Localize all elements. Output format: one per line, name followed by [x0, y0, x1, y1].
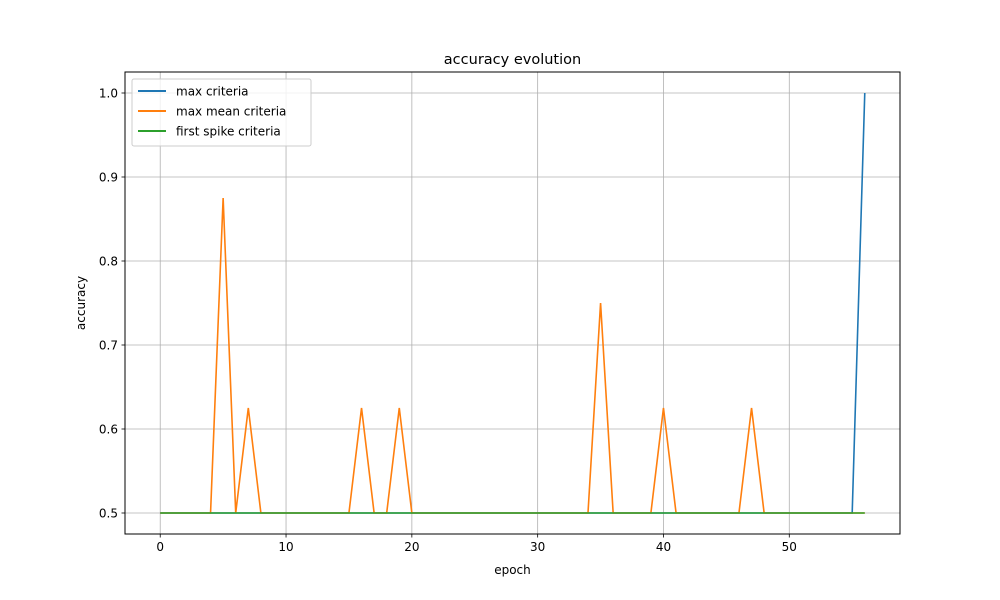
- x-axis: 0 10 20 30 40 50: [156, 534, 797, 554]
- y-tick-label: 1.0: [99, 87, 118, 101]
- y-tick-label: 0.7: [99, 339, 118, 353]
- y-axis: 0.5 0.6 0.7 0.8 0.9 1.0: [99, 87, 125, 521]
- x-tick-label: 0: [156, 540, 164, 554]
- x-tick-label: 40: [656, 540, 671, 554]
- x-tick-label: 20: [404, 540, 419, 554]
- x-axis-label: epoch: [494, 563, 531, 577]
- x-tick-label: 50: [782, 540, 797, 554]
- x-tick-label: 30: [530, 540, 545, 554]
- plot-frame: [124, 71, 901, 535]
- y-axis-label: accuracy: [74, 276, 88, 330]
- legend-label-first-spike-criteria: first spike criteria: [176, 125, 281, 139]
- y-tick-label: 0.9: [99, 171, 118, 185]
- chart-title: accuracy evolution: [444, 52, 581, 68]
- y-tick-label: 0.5: [99, 507, 118, 521]
- y-tick-label: 0.8: [99, 255, 118, 269]
- series-layer: [160, 92, 866, 514]
- legend-label-max-criteria: max criteria: [176, 85, 249, 99]
- legend-label-max-mean-criteria: max mean criteria: [176, 105, 286, 119]
- y-tick-label: 0.6: [99, 423, 118, 437]
- x-tick-label: 10: [278, 540, 293, 554]
- legend: max criteria max mean criteria first spi…: [131, 78, 312, 147]
- legend-box: [131, 78, 312, 147]
